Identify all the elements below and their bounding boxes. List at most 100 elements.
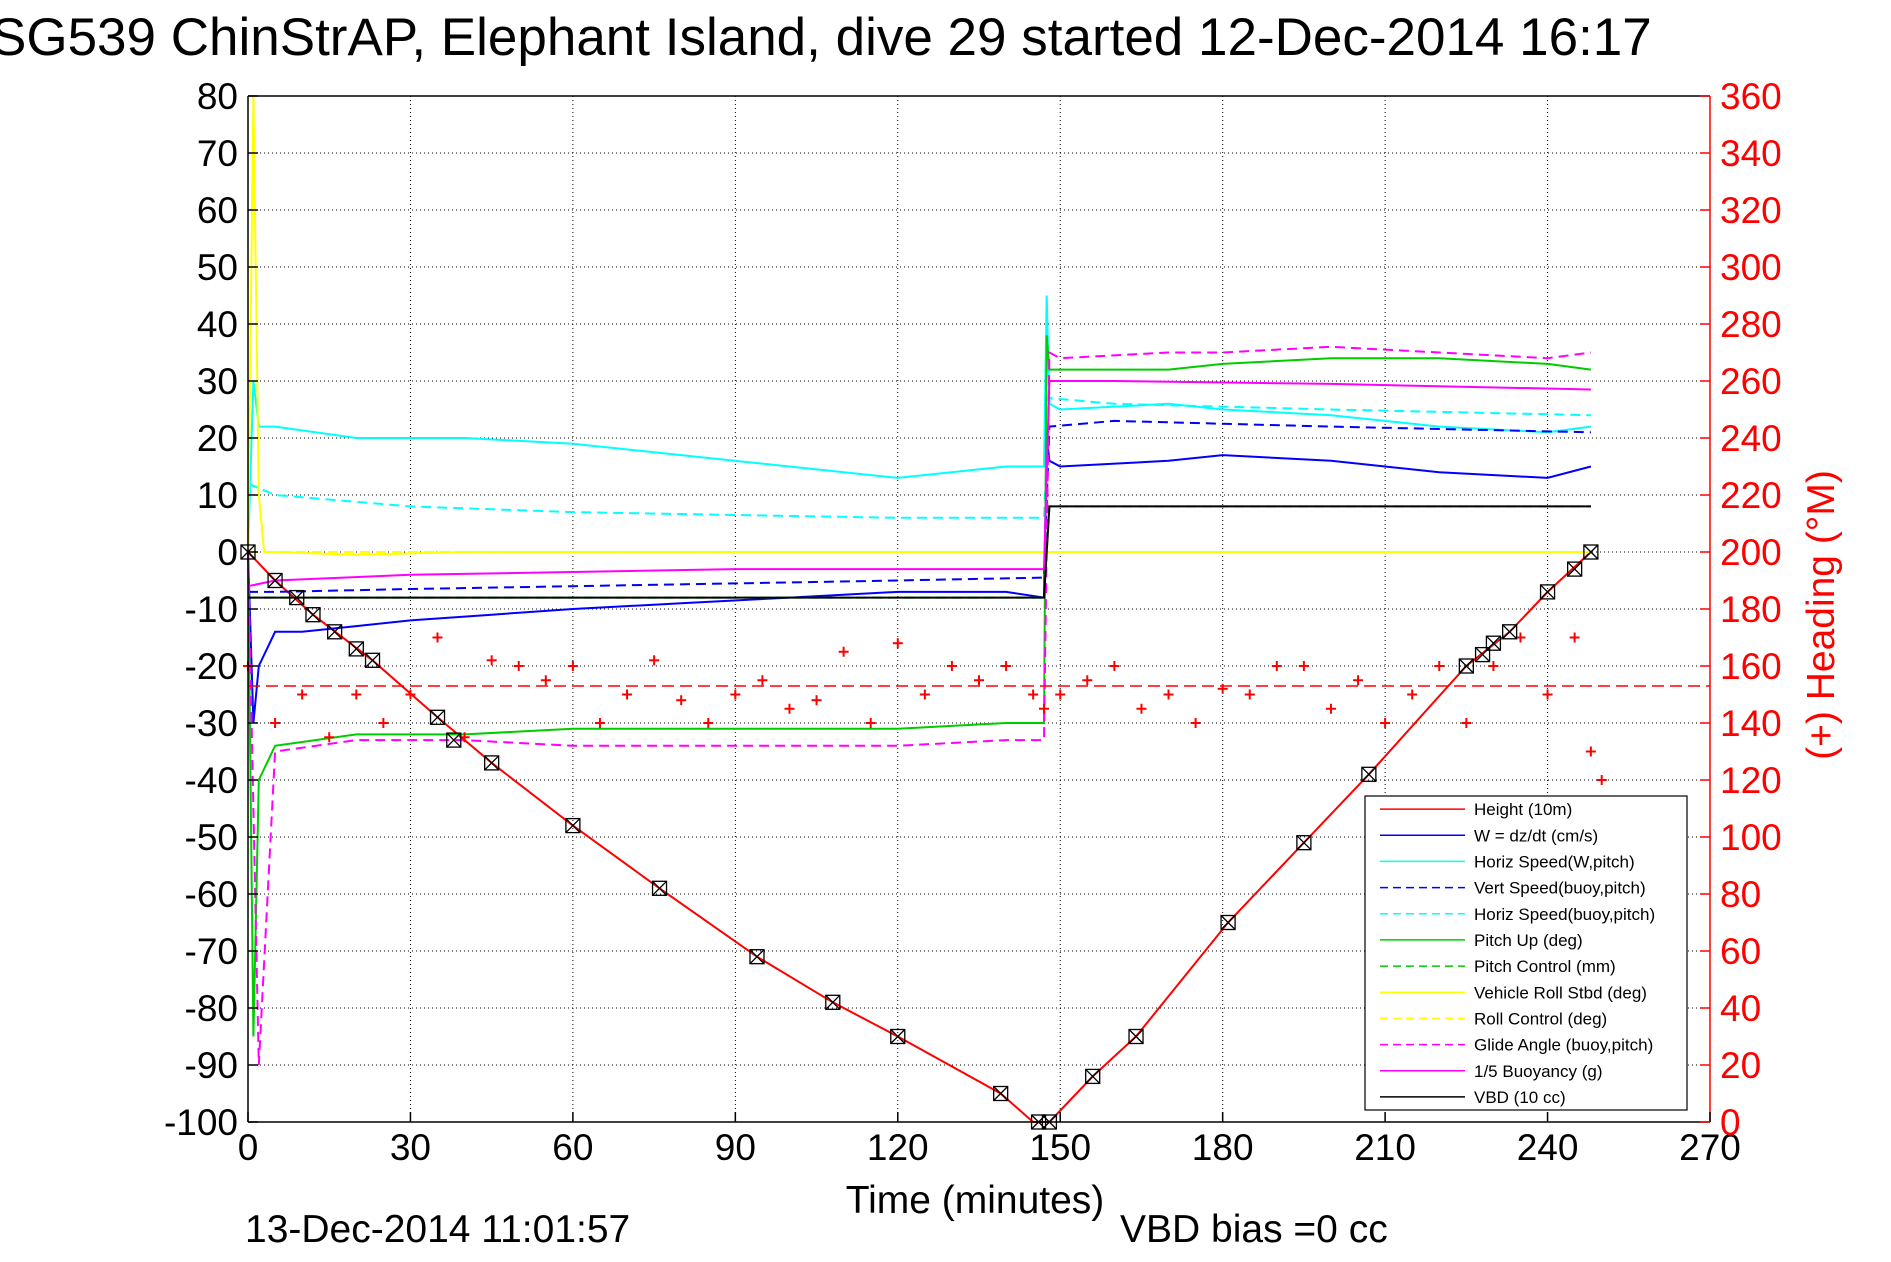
heading-point-1 <box>270 718 281 728</box>
series-line-3 <box>248 419 1591 593</box>
heading-point-12 <box>567 661 578 671</box>
heading-point-42 <box>1353 675 1364 686</box>
series-line-9 <box>247 345 1592 1066</box>
height-marker-6 <box>364 652 381 668</box>
heading-point-13 <box>594 718 605 728</box>
heading-point-11 <box>540 675 551 686</box>
x-ticks: 0 30 60 90 120 150 180 210 240 270 <box>238 1112 1741 1168</box>
heading-point-35 <box>1163 689 1174 700</box>
x-axis-label: Time (minutes) <box>846 1179 1105 1222</box>
x-tick-label-5: 150 <box>1029 1127 1091 1168</box>
y-tick-label-18: -100 <box>164 1102 238 1143</box>
height-marker-26 <box>1502 624 1518 640</box>
heading-point-26 <box>946 661 957 671</box>
y2-tick-label-17: 20 <box>1720 1045 1761 1086</box>
height-marker-21 <box>1296 835 1312 851</box>
heading-point-16 <box>676 695 687 706</box>
series-line-11 <box>248 505 1591 599</box>
heading-point-36 <box>1190 718 1201 728</box>
height-marker-29 <box>1583 544 1599 560</box>
y2-tick-label-4: 280 <box>1720 304 1782 345</box>
height-marker-11 <box>651 880 668 896</box>
heading-point-10 <box>513 661 524 671</box>
height-marker-14 <box>890 1028 906 1045</box>
legend-label-8: Roll Control (deg) <box>1474 1009 1607 1028</box>
heading-point-22 <box>838 646 849 657</box>
x-tick-label-6: 180 <box>1192 1127 1254 1168</box>
heading-point-47 <box>1488 661 1499 671</box>
series-line-5 <box>247 335 1592 1037</box>
y2-tick-label-3: 300 <box>1720 247 1782 288</box>
legend-box <box>1364 795 1688 1111</box>
series-line-10 <box>247 380 1591 588</box>
heading-point-43 <box>1380 718 1391 728</box>
heading-point-38 <box>1244 689 1255 700</box>
heading-point-15 <box>649 655 660 666</box>
height-marker-12 <box>749 949 765 965</box>
y-tick-label-11: -30 <box>185 703 238 744</box>
x-tick-label-8: 240 <box>1517 1127 1579 1168</box>
legend-label-1: W = dz/dt (cm/s) <box>1474 826 1598 845</box>
y2-tick-label-9: 180 <box>1720 589 1782 630</box>
heading-point-27 <box>974 675 984 686</box>
height-marker-22 <box>1361 766 1377 782</box>
heading-point-7 <box>432 632 443 643</box>
y-tick-label-6: 20 <box>197 418 238 459</box>
heading-point-2 <box>297 689 308 700</box>
height-marker-2 <box>289 589 305 606</box>
heading-point-46 <box>1461 718 1472 728</box>
legend-label-11: VBD (10 cc) <box>1474 1088 1566 1107</box>
height-marker-9 <box>484 755 500 771</box>
x-tick-label-2: 60 <box>552 1127 593 1168</box>
series-layer <box>240 95 1710 1130</box>
series-line-1 <box>247 437 1592 724</box>
y2-tick-label-16: 40 <box>1720 988 1761 1029</box>
heading-point-9 <box>486 655 497 666</box>
x-tick-label-4: 120 <box>867 1127 929 1168</box>
legend-label-4: Horiz Speed(buoy,pitch) <box>1474 905 1655 924</box>
y2-tick-label-15: 60 <box>1720 931 1761 972</box>
x-tick-label-0: 0 <box>238 1127 259 1168</box>
height-marker-1 <box>267 572 283 589</box>
y-tick-label-3: 50 <box>197 247 238 288</box>
y2-tick-label-8: 200 <box>1720 532 1782 573</box>
height-marker-10 <box>565 817 581 834</box>
heading-point-19 <box>757 675 768 686</box>
height-marker-25 <box>1485 635 1502 651</box>
y-tick-label-5: 30 <box>197 361 238 402</box>
heading-point-40 <box>1298 661 1309 671</box>
heading-point-24 <box>892 638 903 649</box>
height-marker-19 <box>1128 1028 1144 1045</box>
y2-ticks: 3603403203002802602402202001801601401201… <box>1700 76 1782 1143</box>
y-tick-label-15: -70 <box>185 931 238 972</box>
y-tick-label-13: -50 <box>185 817 238 858</box>
legend-label-5: Pitch Up (deg) <box>1474 931 1583 950</box>
chart-title: SG539 ChinStrAP, Elephant Island, dive 2… <box>0 8 1652 67</box>
y2-axis-label: (+) Heading (°M) <box>1800 470 1843 760</box>
height-marker-18 <box>1085 1068 1101 1085</box>
x-tick-label-1: 30 <box>390 1127 431 1168</box>
y-tick-label-1: 70 <box>197 133 238 174</box>
heading-point-41 <box>1325 703 1336 714</box>
height-marker-23 <box>1458 658 1474 674</box>
heading-point-34 <box>1136 703 1147 714</box>
height-marker-8 <box>446 732 462 748</box>
heading-point-51 <box>1585 746 1596 757</box>
height-marker-15 <box>993 1085 1009 1102</box>
heading-point-29 <box>1028 689 1039 700</box>
height-marker-5 <box>348 641 364 657</box>
y-ticks: 80 70 60 50 40 30 20 10 0 -10 -20 -30 -40 -50 -60 -70 -8… <box>164 76 258 1143</box>
heading-point-18 <box>730 689 741 700</box>
x-tick-label-9: 270 <box>1679 1127 1741 1168</box>
y-tick-label-2: 60 <box>197 190 238 231</box>
y2-tick-label-5: 260 <box>1720 361 1782 402</box>
footer-vbd-bias: VBD bias =0 cc <box>1120 1208 1388 1251</box>
series-line-2 <box>247 295 1592 553</box>
y-tick-label-0: 80 <box>197 76 238 117</box>
y2-tick-label-12: 120 <box>1720 760 1782 801</box>
heading-point-33 <box>1109 661 1120 671</box>
legend-label-10: 1/5 Buoyancy (g) <box>1474 1062 1603 1081</box>
height-marker-3 <box>305 607 321 623</box>
y-tick-label-7: 10 <box>197 475 238 516</box>
